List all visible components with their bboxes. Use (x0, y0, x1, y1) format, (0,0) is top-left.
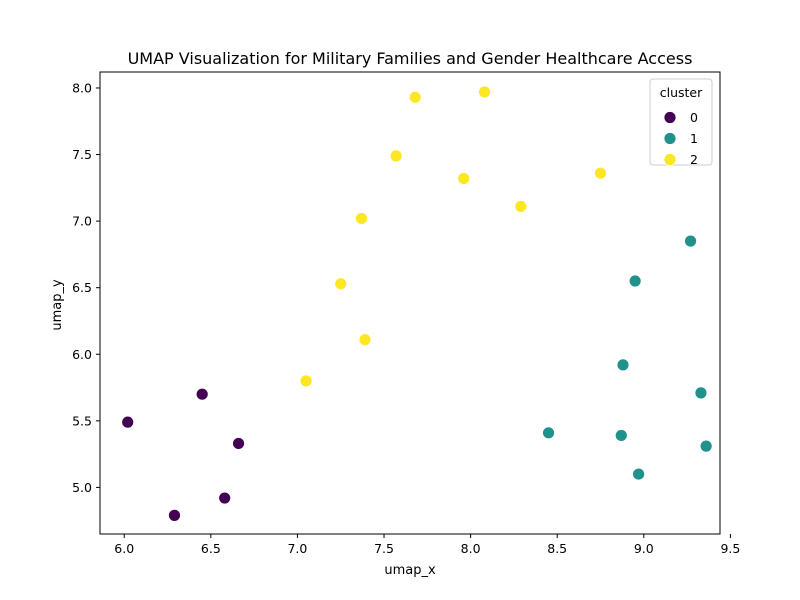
legend-title: cluster (660, 85, 703, 100)
legend-label-2: 2 (690, 152, 698, 167)
legend-label-0: 0 (690, 110, 698, 125)
point-cluster-1-1 (628, 274, 642, 288)
point-cluster-1-4 (542, 426, 555, 440)
legend: cluster 0 1 2 (649, 78, 713, 167)
chart-title: UMAP Visualization for Military Families… (128, 49, 693, 68)
point-cluster-1-5 (614, 429, 628, 442)
legend-marker-1 (663, 132, 677, 145)
x-tick-label: 6.0 (114, 541, 134, 556)
point-cluster-2-3 (457, 172, 471, 185)
y-tick-label: 5.0 (72, 480, 92, 495)
legend-box (649, 78, 713, 166)
legend-marker-2 (663, 153, 677, 166)
point-cluster-0-2 (232, 437, 245, 450)
x-tick-label: 7.0 (287, 541, 307, 556)
point-cluster-1-2 (616, 358, 630, 372)
point-cluster-0-4 (168, 508, 181, 522)
plot-area: 6.0 6.5 7.0 7.5 8.0 8.5 9.0 9.5 5.0 5.5 6.0 6.5 7.0 7… (72, 71, 740, 556)
x-tick-label: 9.5 (720, 541, 740, 556)
legend-label-1: 1 (690, 131, 698, 146)
point-cluster-2-2 (389, 149, 403, 163)
point-cluster-2-5 (514, 200, 528, 213)
x-tick-label: 8.0 (461, 541, 481, 556)
point-cluster-2-1 (478, 85, 491, 99)
point-cluster-1-6 (699, 439, 713, 453)
point-cluster-0-3 (218, 491, 232, 505)
point-cluster-2-8 (358, 333, 372, 347)
point-cluster-2-6 (355, 212, 368, 225)
y-tick-label: 8.0 (72, 80, 92, 95)
x-tick-label: 8.5 (547, 541, 567, 556)
point-cluster-1-7 (632, 467, 646, 481)
y-tick-label: 7.5 (72, 147, 92, 162)
point-cluster-2-0 (408, 90, 422, 104)
y-tick-label: 6.0 (72, 347, 92, 362)
legend-marker-0 (663, 111, 677, 124)
y-axis-label: umap_y (50, 279, 65, 331)
point-cluster-2-7 (334, 277, 348, 291)
x-tick-label: 6.5 (201, 541, 221, 556)
point-cluster-2-9 (299, 374, 313, 388)
x-tick-label: 7.5 (374, 541, 394, 556)
point-cluster-0-0 (121, 415, 135, 429)
point-cluster-2-4 (594, 166, 607, 180)
point-cluster-0-1 (195, 387, 209, 401)
y-tick-label: 7.0 (72, 214, 92, 229)
point-cluster-1-3 (694, 386, 708, 400)
y-tick-label: 5.5 (72, 413, 92, 428)
y-tick-label: 6.5 (72, 280, 92, 295)
plot-frame (99, 71, 721, 535)
x-axis-label: umap_x (384, 563, 436, 578)
x-tick-label: 9.0 (634, 541, 654, 556)
point-cluster-1-0 (684, 234, 697, 248)
